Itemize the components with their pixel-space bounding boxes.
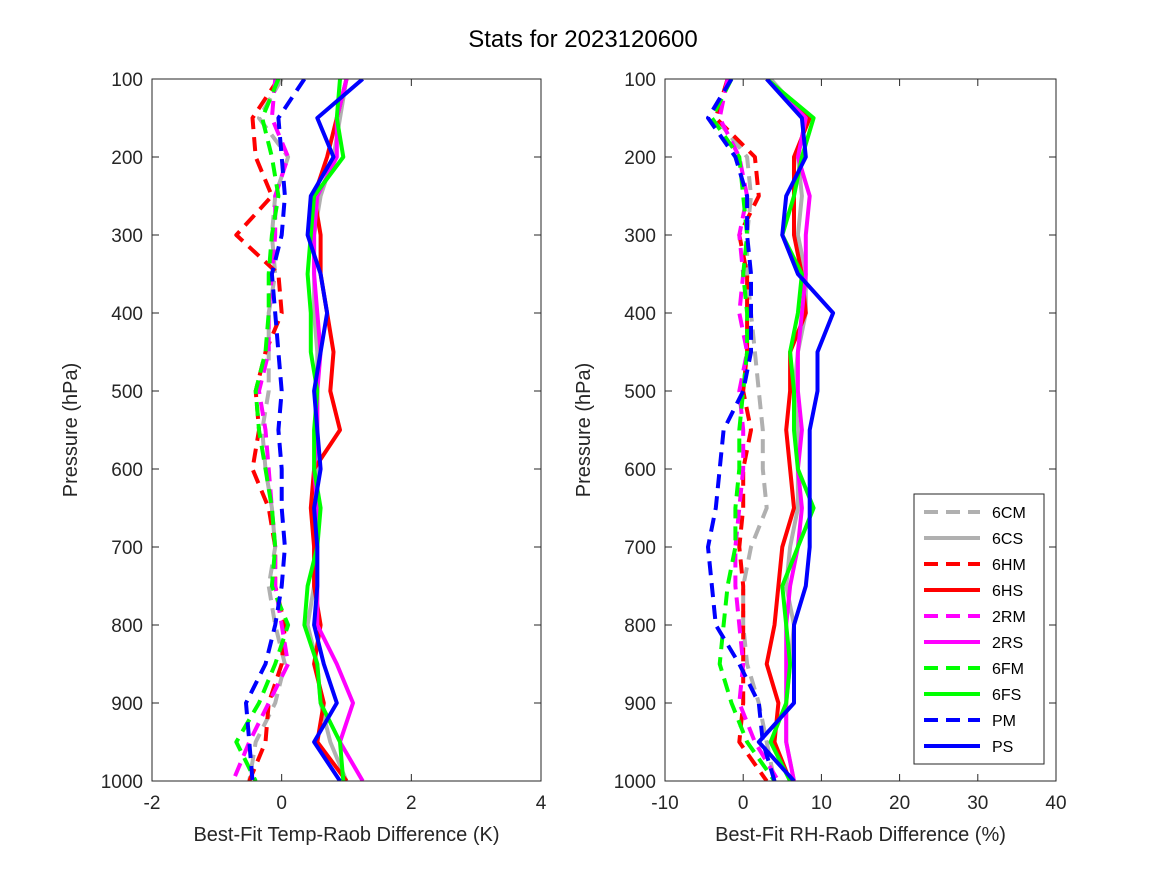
figure-title: Stats for 2023120600 xyxy=(468,26,698,53)
y-tick-label: 200 xyxy=(111,148,143,169)
y-tick-label: 300 xyxy=(111,226,143,247)
x-tick-label: 2 xyxy=(406,793,417,814)
x-axis-label: Best-Fit Temp-Raob Difference (K) xyxy=(193,824,499,846)
x-tick-label: 4 xyxy=(536,793,547,814)
x-tick-label: -10 xyxy=(651,793,678,814)
series-line-ps xyxy=(305,79,365,781)
y-tick-label: 600 xyxy=(111,460,143,481)
series-lines xyxy=(706,79,836,781)
legend-label: PS xyxy=(992,739,1013,756)
y-tick-label: 900 xyxy=(624,694,656,715)
legend-item-6hs: 6HS xyxy=(924,583,1023,600)
legend-item-6cs: 6CS xyxy=(924,531,1023,548)
legend-label: PM xyxy=(992,713,1016,730)
x-tick-label: 30 xyxy=(967,793,988,814)
y-tick-label: 500 xyxy=(111,382,143,403)
series-line-pm xyxy=(706,79,777,781)
legend-label: 6FM xyxy=(992,661,1024,678)
series-line-pm xyxy=(244,79,307,781)
axes-box xyxy=(664,78,1057,782)
series-line-6fm xyxy=(709,79,777,781)
y-tick-label: 1000 xyxy=(101,772,143,793)
series-line-6fs xyxy=(765,79,816,781)
y-tick-label: 300 xyxy=(624,226,656,247)
chart-panels: -2 0 2 41002003004005006007008009001000Best… xyxy=(60,70,1067,846)
x-axis-label: Best-Fit RH-Raob Difference (%) xyxy=(715,824,1006,846)
legend-label: 6FS xyxy=(992,687,1021,704)
series-line-2rm xyxy=(231,79,291,781)
legend-label: 2RS xyxy=(992,635,1023,652)
legend-label: 6CM xyxy=(992,505,1026,522)
x-tick-label: 20 xyxy=(889,793,910,814)
chart-panel-2: -10 0 10 20 30 40 100 200 300 400 500 600 700 800 900 1… xyxy=(573,70,1067,846)
y-tick-label: 400 xyxy=(624,304,656,325)
legend-label: 2RM xyxy=(992,609,1026,626)
y-tick-label: 100 xyxy=(111,70,143,91)
x-tick-label: 40 xyxy=(1045,793,1066,814)
x-tick-label: 0 xyxy=(276,793,287,814)
y-tick-label: 1000 xyxy=(614,772,656,793)
y-tick-label: 800 xyxy=(624,616,656,637)
x-tick-label: -2 xyxy=(144,793,161,814)
y-tick-label: 700 xyxy=(624,538,656,559)
y-axis-label: Pressure (hPa) xyxy=(60,363,82,498)
series-line-6fs xyxy=(302,79,346,781)
series-line-6fm xyxy=(234,79,291,781)
series-line-6hm xyxy=(713,79,769,781)
legend-item-2rm: 2RM xyxy=(924,609,1026,626)
legend-item-6fm: 6FM xyxy=(924,661,1024,678)
legend-box xyxy=(913,493,1045,765)
series-lines xyxy=(231,79,365,781)
chart-panel-1: -2 0 2 4 100 200 300 400 500 600 700 800 900 1000 Best… xyxy=(60,70,547,846)
legend-item-ps: PS xyxy=(924,739,1013,756)
legend-label: 6HM xyxy=(992,557,1026,574)
legend-item-2rs: 2RS xyxy=(924,635,1023,652)
y-tick-label: 800 xyxy=(111,616,143,637)
series-line-2rs xyxy=(765,79,812,781)
series-line-ps xyxy=(756,79,836,781)
x-tick-label: 0 xyxy=(738,793,749,814)
x-tick-label: 10 xyxy=(811,793,832,814)
y-tick-label: 100 xyxy=(624,70,656,91)
y-tick-label: 500 xyxy=(624,382,656,403)
y-axis-label: Pressure (hPa) xyxy=(573,363,595,498)
y-tick-label: 700 xyxy=(111,538,143,559)
legend-item-6fs: 6FS xyxy=(924,687,1021,704)
y-tick-label: 600 xyxy=(624,460,656,481)
legend: 6CM 6CS 6HM 6HS 2RM 2RS 6FM 6FS PM PS xyxy=(913,493,1045,765)
y-tick-label: 400 xyxy=(111,304,143,325)
legend-label: 6HS xyxy=(992,583,1023,600)
legend-item-6hm: 6HM xyxy=(924,557,1026,574)
y-tick-label: 900 xyxy=(111,694,143,715)
legend-item-6cm: 6CM xyxy=(924,505,1026,522)
series-line-6cm xyxy=(713,79,777,781)
legend-item-pm: PM xyxy=(924,713,1016,730)
y-tick-label: 200 xyxy=(624,148,656,169)
legend-label: 6CS xyxy=(992,531,1023,548)
axes-box xyxy=(151,78,542,782)
